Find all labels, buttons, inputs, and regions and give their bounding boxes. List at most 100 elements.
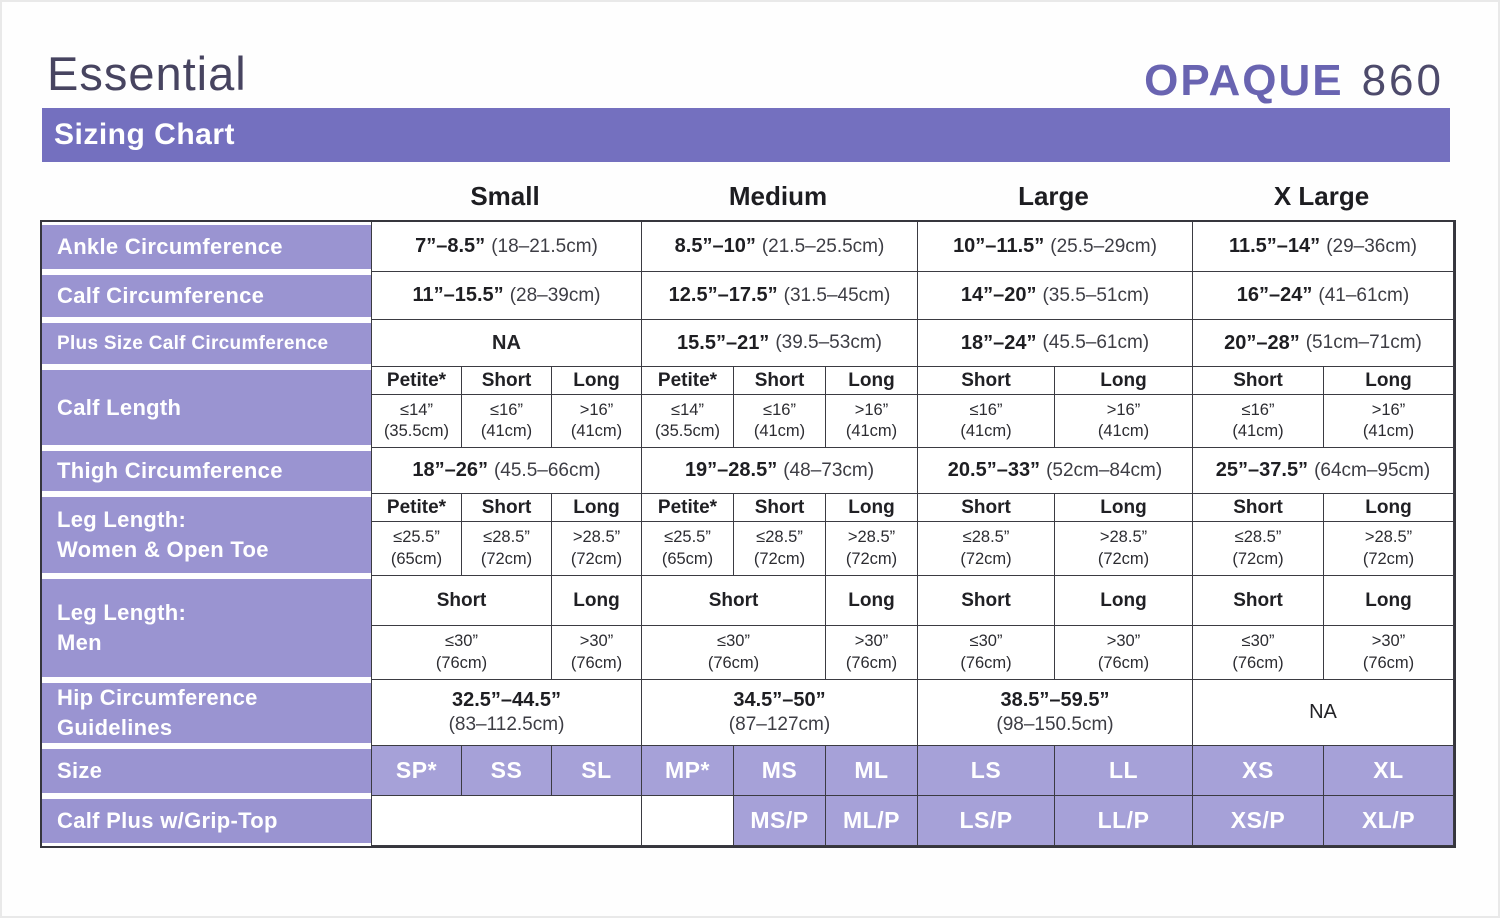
value-cm: (83–112.5cm) xyxy=(448,714,565,736)
legwomen-s-short-value: ≤28.5” (72cm) xyxy=(462,522,552,576)
value-in: 12.5”–17.5” xyxy=(668,284,778,306)
value-in: 8.5”–10” xyxy=(674,235,756,257)
calflength-m-petite-value: ≤14” (35.5cm) xyxy=(642,395,734,448)
legmen-l-long-value: >30” (76cm) xyxy=(1055,626,1193,680)
cell-hip-xlarge-na: NA xyxy=(1193,680,1454,746)
legwomen-l-long-header: Long xyxy=(1055,494,1193,522)
calflength-x-short-value: ≤16” (41cm) xyxy=(1193,395,1324,448)
size-cell-sp: SP* xyxy=(372,746,462,796)
size-cell-ls: LS xyxy=(918,746,1055,796)
cell-calfcirc-large: 14”–20” (35.5–51cm) xyxy=(918,272,1193,320)
size-cell-sl: SL xyxy=(552,746,642,796)
calflength-s-petite-header: Petite* xyxy=(372,367,462,395)
legwomen-l-short-value: ≤28.5” (72cm) xyxy=(918,522,1055,576)
calflength-s-short-value: ≤16” (41cm) xyxy=(462,395,552,448)
value-cm: (45.5–61cm) xyxy=(1042,332,1150,353)
cell-ankle-medium: 8.5”–10” (21.5–25.5cm) xyxy=(642,222,918,272)
row-label-text: Leg Length: Men xyxy=(42,579,371,677)
calflength-x-long-value: >16” (41cm) xyxy=(1324,395,1454,448)
row-label-thigh: Thigh Circumference xyxy=(42,448,372,494)
size-cell-ss: SS xyxy=(462,746,552,796)
value-cm: (87–127cm) xyxy=(728,714,831,736)
row-label-text: Calf Length xyxy=(42,370,371,445)
calflength-m-short-header: Short xyxy=(734,367,826,395)
value-cm: (41–61cm) xyxy=(1318,284,1410,306)
row-label-text: Ankle Circumference xyxy=(42,225,371,269)
calflength-l-long-value: >16” (41cm) xyxy=(1055,395,1193,448)
legmen-m-long-value: >30” (76cm) xyxy=(826,626,918,680)
calflength-l-long-header: Long xyxy=(1055,367,1193,395)
row-label-text: Size xyxy=(42,749,371,793)
calflength-m-short-value: ≤16” (41cm) xyxy=(734,395,826,448)
calflength-s-long-value: >16” (41cm) xyxy=(552,395,642,448)
value-cm: (31.5–45cm) xyxy=(783,284,891,306)
row-label-text: Thigh Circumference xyxy=(42,451,371,491)
size-cell-xs: XS xyxy=(1193,746,1324,796)
cell-pluscalf-large: 18”–24” (45.5–61cm) xyxy=(918,320,1193,367)
legwomen-m-petite-value: ≤25.5” (65cm) xyxy=(642,522,734,576)
legmen-l-short-value: ≤30” (76cm) xyxy=(918,626,1055,680)
row-label-text: Calf Circumference xyxy=(42,275,371,317)
value-cm: (25.5–29cm) xyxy=(1050,235,1157,257)
calflength-s-petite-value: ≤14” (35.5cm) xyxy=(372,395,462,448)
value-in: 16”–24” xyxy=(1236,284,1313,306)
calflength-m-long-header: Long xyxy=(826,367,918,395)
row-label-ankle: Ankle Circumference xyxy=(42,222,372,272)
legmen-x-short-header: Short xyxy=(1193,576,1324,626)
value-in: 38.5”–59.5” xyxy=(1000,689,1110,712)
legwomen-l-long-value: >28.5” (72cm) xyxy=(1055,522,1193,576)
size-cell-ll: LL xyxy=(1055,746,1193,796)
row-label-text: Calf Plus w/Grip-Top xyxy=(42,799,371,843)
legmen-l-short-header: Short xyxy=(918,576,1055,626)
legmen-x-long-value: >30” (76cm) xyxy=(1324,626,1454,680)
size-cell-ms: MS xyxy=(734,746,826,796)
size-cell-mp: MP* xyxy=(642,746,734,796)
value-in: 15.5”–21” xyxy=(677,331,770,354)
cell-pluscalf-medium: 15.5”–21” (39.5–53cm) xyxy=(642,320,918,367)
legwomen-x-long-header: Long xyxy=(1324,494,1454,522)
value-cm: (28–39cm) xyxy=(509,284,601,306)
value-cm: (64cm–95cm) xyxy=(1314,459,1431,481)
cell-calfcirc-medium: 12.5”–17.5” (31.5–45cm) xyxy=(642,272,918,320)
calflength-x-long-header: Long xyxy=(1324,367,1454,395)
legwomen-x-long-value: >28.5” (72cm) xyxy=(1324,522,1454,576)
cell-thigh-medium: 19”–28.5” (48–73cm) xyxy=(642,448,918,494)
legwomen-x-short-value: ≤28.5” (72cm) xyxy=(1193,522,1324,576)
size-cell-xl: XL xyxy=(1324,746,1454,796)
value-cm: (21.5–25.5cm) xyxy=(761,235,885,257)
value-cm: (39.5–53cm) xyxy=(775,332,882,353)
row-label-size: Size xyxy=(42,746,372,796)
legmen-s-short-value: ≤30” (76cm) xyxy=(372,626,552,680)
cell-ankle-small: 7”–8.5” (18–21.5cm) xyxy=(372,222,642,272)
sizing-table: Ankle Circumference 7”–8.5” (18–21.5cm) 8… xyxy=(40,220,1456,848)
value-cm: (45.5–66cm) xyxy=(493,459,601,481)
banner-title: Sizing Chart xyxy=(54,118,236,151)
row-label-calf-circumference: Calf Circumference xyxy=(42,272,372,320)
calfplus-cell-xlp: XL/P xyxy=(1324,796,1454,846)
calfplus-cell-mlp: ML/P xyxy=(826,796,918,846)
calfplus-cell-xsp: XS/P xyxy=(1193,796,1324,846)
calflength-l-short-value: ≤16” (41cm) xyxy=(918,395,1055,448)
product-line-title: Essential xyxy=(47,47,247,100)
value-in: 34.5”–50” xyxy=(733,689,826,712)
legwomen-s-petite-value: ≤25.5” (65cm) xyxy=(372,522,462,576)
cell-hip-large: 38.5”–59.5” (98–150.5cm) xyxy=(918,680,1193,746)
size-column-headers: Small Medium Large X Large xyxy=(370,174,1452,218)
legwomen-s-petite-header: Petite* xyxy=(372,494,462,522)
legwomen-m-long-header: Long xyxy=(826,494,918,522)
cell-calfcirc-small: 11”–15.5” (28–39cm) xyxy=(372,272,642,320)
value-in: 14”–20” xyxy=(960,284,1037,306)
legwomen-m-short-header: Short xyxy=(734,494,826,522)
value-in: 25”–37.5” xyxy=(1215,459,1309,481)
column-header-medium: Medium xyxy=(728,180,828,211)
cell-ankle-xlarge: 11.5”–14” (29–36cm) xyxy=(1193,222,1454,272)
calflength-s-short-header: Short xyxy=(462,367,552,395)
legmen-s-long-value: >30” (76cm) xyxy=(552,626,642,680)
cell-pluscalf-xlarge: 20”–28” (51cm–71cm) xyxy=(1193,320,1454,367)
row-label-plus-size-calf: Plus Size Calf Circumference xyxy=(42,320,372,367)
calflength-l-short-header: Short xyxy=(918,367,1055,395)
cell-calfcirc-xlarge: 16”–24” (41–61cm) xyxy=(1193,272,1454,320)
value-cm: (29–36cm) xyxy=(1326,235,1418,257)
cell-thigh-large: 20.5”–33” (52cm–84cm) xyxy=(918,448,1193,494)
